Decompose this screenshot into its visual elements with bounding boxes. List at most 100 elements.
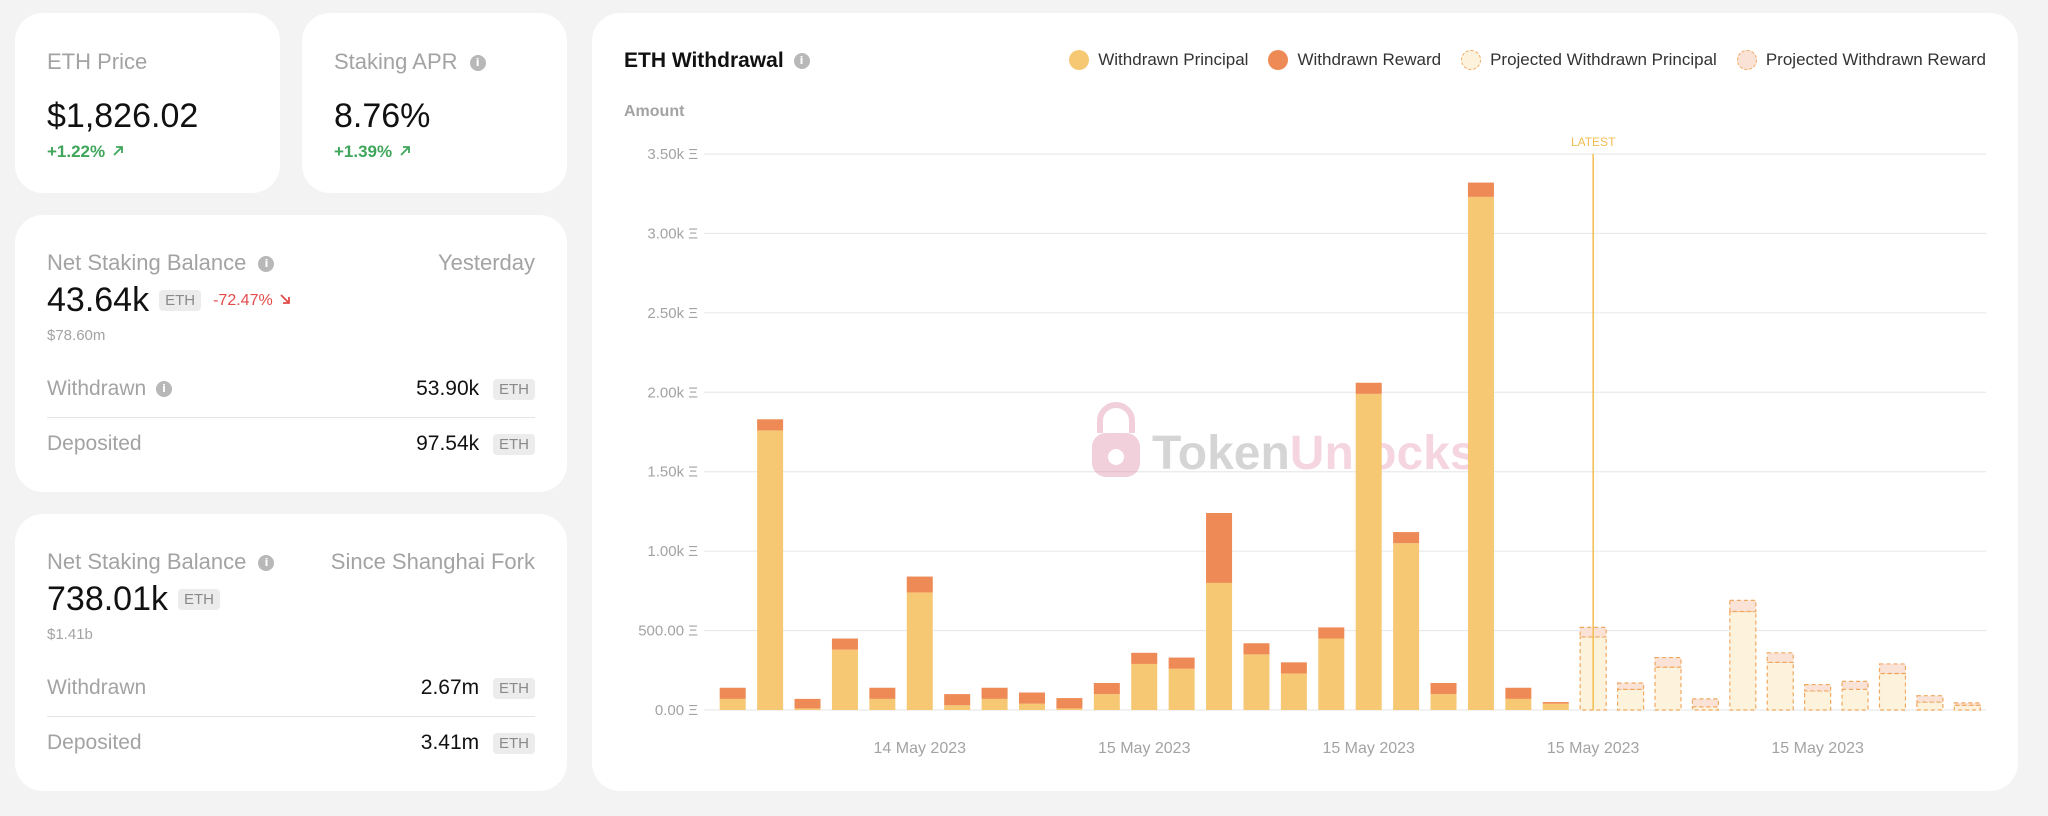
principal-bar [1467, 196, 1494, 711]
principal-bar [944, 705, 971, 710]
info-icon[interactable]: i [793, 53, 810, 70]
projected-principal-bar [1916, 701, 1944, 711]
projected-reward-bar [1841, 680, 1869, 690]
reward-bar [869, 687, 896, 699]
info-icon[interactable]: i [156, 381, 173, 398]
info-icon[interactable]: i [469, 55, 486, 72]
withdrawn-value-row: 2.67m ETH [421, 676, 535, 700]
reward-bar [1019, 692, 1045, 704]
usd-value: $78.60m [47, 327, 106, 344]
reward-bar [1243, 643, 1270, 655]
tokenunlocks-watermark [1092, 402, 1140, 477]
principal-bar [757, 430, 784, 710]
legend-item[interactable]: Projected Withdrawn Reward [1736, 50, 1986, 70]
reward-bar [1467, 182, 1494, 197]
arrow-up-right-icon [400, 146, 410, 156]
staking-apr-card: Staking APR i 8.76% +1.39% [302, 13, 567, 193]
projected-reward-bar [1878, 663, 1907, 675]
eth-price-label: ETH Price [47, 49, 148, 74]
projected-principal-bar [1766, 661, 1794, 711]
projected-reward-bar [1691, 698, 1720, 708]
divider [47, 716, 535, 717]
divider [47, 417, 535, 418]
legend-swatch [1461, 50, 1482, 70]
reward-bar [1056, 698, 1083, 709]
x-tick-label: 15 May 2023 [1547, 740, 1640, 757]
usd-value: $1.41b [47, 626, 93, 643]
period-label: Yesterday [437, 250, 535, 275]
deposited-label: Deposited [47, 432, 142, 455]
projected-reward-bar [1916, 695, 1944, 703]
legend-label: Withdrawn Principal [1098, 50, 1249, 69]
legend-item[interactable]: Withdrawn Principal [1069, 50, 1248, 70]
y-tick-label: 2.50k Ξ [647, 305, 698, 322]
eth-unit-tag: ETH [178, 589, 220, 610]
principal-bar [1280, 673, 1307, 710]
reward-bar [1093, 682, 1120, 695]
reward-bar [906, 576, 933, 593]
reward-bar [719, 687, 746, 699]
net-staking-fork-card: Net Staking Balance i Since Shanghai For… [15, 514, 567, 791]
reward-bar [1280, 662, 1307, 674]
principal-bar [1505, 698, 1532, 710]
net-balance-value: 43.64k [47, 281, 150, 319]
withdrawn-value: 53.90k [416, 377, 480, 400]
net-staking-label: Net Staking Balance [47, 549, 247, 574]
net-staking-title: Net Staking Balance i [47, 250, 275, 276]
eth-price-value: $1,826.02 [47, 97, 199, 135]
staking-apr-label: Staking APR [334, 49, 458, 74]
projected-principal-bar [1691, 706, 1720, 711]
net-staking-title: Net Staking Balance i [47, 549, 275, 575]
reward-bar [831, 638, 858, 650]
projected-principal-bar [1616, 688, 1645, 711]
net-balance-change: -72.47% [213, 292, 291, 310]
reward-bar [944, 694, 971, 706]
legend-item[interactable]: Projected Withdrawn Principal [1461, 50, 1717, 70]
y-tick-label: 0.00 Ξ [655, 702, 698, 719]
reward-bar [1430, 682, 1457, 695]
legend-label: Projected Withdrawn Principal [1490, 50, 1717, 69]
principal-bar [831, 649, 858, 710]
legend-label: Projected Withdrawn Reward [1765, 50, 1986, 69]
staking-apr-change: +1.39% [334, 142, 411, 162]
eth-price-change-value: +1.22% [47, 142, 106, 161]
y-tick-label: 3.50k Ξ [647, 146, 698, 163]
legend-item[interactable]: Withdrawn Reward [1268, 50, 1441, 70]
projected-reward-bar [1766, 652, 1794, 663]
legend-swatch [1268, 50, 1289, 70]
principal-bar [794, 708, 821, 710]
info-icon[interactable]: i [258, 555, 275, 572]
eth-withdrawal-card: ETH Withdrawal i Withdrawn Principal With… [592, 13, 2018, 791]
reward-bar [1542, 702, 1569, 704]
y-axis-title: Amount [624, 103, 685, 120]
reward-bar [1318, 627, 1345, 639]
projected-principal-bar [1729, 610, 1757, 711]
principal-bar [719, 698, 746, 710]
net-staking-yesterday-card: Net Staking Balance i Yesterday 43.64k E… [15, 215, 567, 492]
y-tick-label: 2.00k Ξ [647, 384, 698, 401]
x-tick-label: 15 May 2023 [1771, 740, 1864, 757]
eth-price-card: ETH Price $1,826.02 +1.22% [15, 13, 280, 193]
principal-bar [1393, 543, 1420, 710]
net-staking-label: Net Staking Balance [47, 250, 247, 275]
watermark-text: TokenUnlocks. [1152, 427, 1490, 480]
deposited-value-row: 97.54k ETH [416, 432, 535, 456]
withdrawn-value-row: 53.90k ETH [416, 377, 535, 401]
legend-label: Withdrawn Reward [1297, 50, 1442, 69]
principal-bar [1430, 694, 1457, 710]
eth-unit-tag: ETH [159, 290, 202, 311]
reward-bar [1505, 687, 1532, 699]
projected-principal-bar [1878, 672, 1907, 711]
arrow-up-right-icon [113, 146, 123, 156]
y-tick-label: 3.00k Ξ [647, 225, 698, 242]
y-tick-label: 1.50k Ξ [647, 464, 698, 481]
principal-bar [981, 698, 1008, 710]
principal-bar [906, 592, 933, 710]
net-balance-row: 43.64k ETH -72.47% [47, 281, 291, 320]
reward-bar [1393, 532, 1420, 544]
withdrawal-bar-chart: Amount 0.00 Ξ 500.00 Ξ 1.00k Ξ 1.50k Ξ 2.00k … [624, 103, 1986, 757]
projected-principal-bar [1841, 688, 1869, 711]
chart-title: ETH Withdrawal [624, 49, 784, 72]
info-icon[interactable]: i [258, 256, 275, 273]
reward-bar [757, 419, 784, 431]
